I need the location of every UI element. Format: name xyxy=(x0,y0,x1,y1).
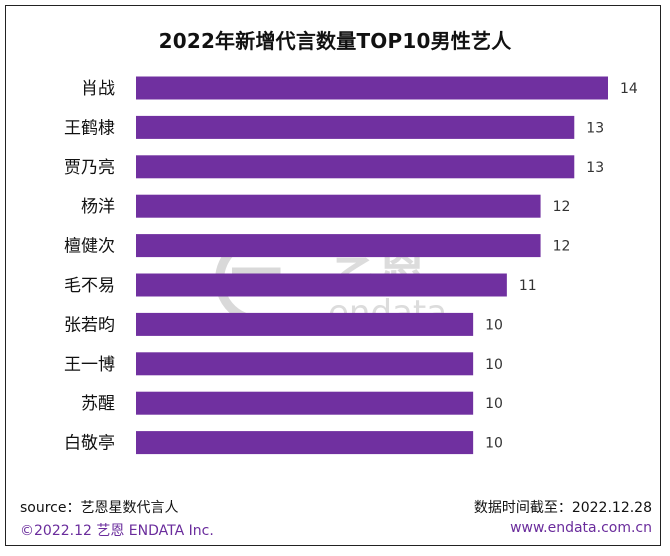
chart-title: 2022年新增代言数量TOP10男性艺人 xyxy=(158,29,512,53)
category-label: 毛不易 xyxy=(64,276,115,296)
source-note: source：艺恩星数代言人 xyxy=(20,500,179,516)
data-label: 13 xyxy=(586,120,604,136)
bar xyxy=(136,273,507,297)
bar xyxy=(136,115,575,139)
data-label: 12 xyxy=(553,199,571,215)
bar xyxy=(136,155,575,179)
category-label: 肖战 xyxy=(81,79,115,99)
category-label: 王鹤棣 xyxy=(64,118,115,138)
bar xyxy=(136,194,541,218)
category-label: 苏醒 xyxy=(81,394,115,414)
bar xyxy=(136,431,474,455)
bar xyxy=(136,234,541,258)
website-link[interactable]: www.endata.com.cn xyxy=(510,520,652,536)
bar xyxy=(136,76,608,100)
data-label: 14 xyxy=(620,81,638,97)
data-label: 10 xyxy=(485,317,503,333)
bar xyxy=(136,352,474,376)
category-label: 王一博 xyxy=(64,355,115,375)
category-label: 贾乃亮 xyxy=(64,158,115,178)
copyright-note: ©2022.12 艺恩 ENDATA Inc. xyxy=(20,523,214,539)
data-date-note: 数据时间截至：2022.12.28 xyxy=(473,500,652,516)
data-label: 10 xyxy=(485,436,503,452)
bar xyxy=(136,391,474,415)
data-label: 10 xyxy=(485,396,503,412)
category-label: 张若昀 xyxy=(64,315,115,335)
category-label: 白敬亭 xyxy=(64,434,115,454)
category-label: 檀健次 xyxy=(64,237,115,257)
data-label: 12 xyxy=(553,239,571,255)
data-label: 11 xyxy=(519,278,537,294)
data-label: 13 xyxy=(586,160,604,176)
bar xyxy=(136,312,474,336)
data-label: 10 xyxy=(485,357,503,373)
category-label: 杨洋 xyxy=(81,197,115,217)
